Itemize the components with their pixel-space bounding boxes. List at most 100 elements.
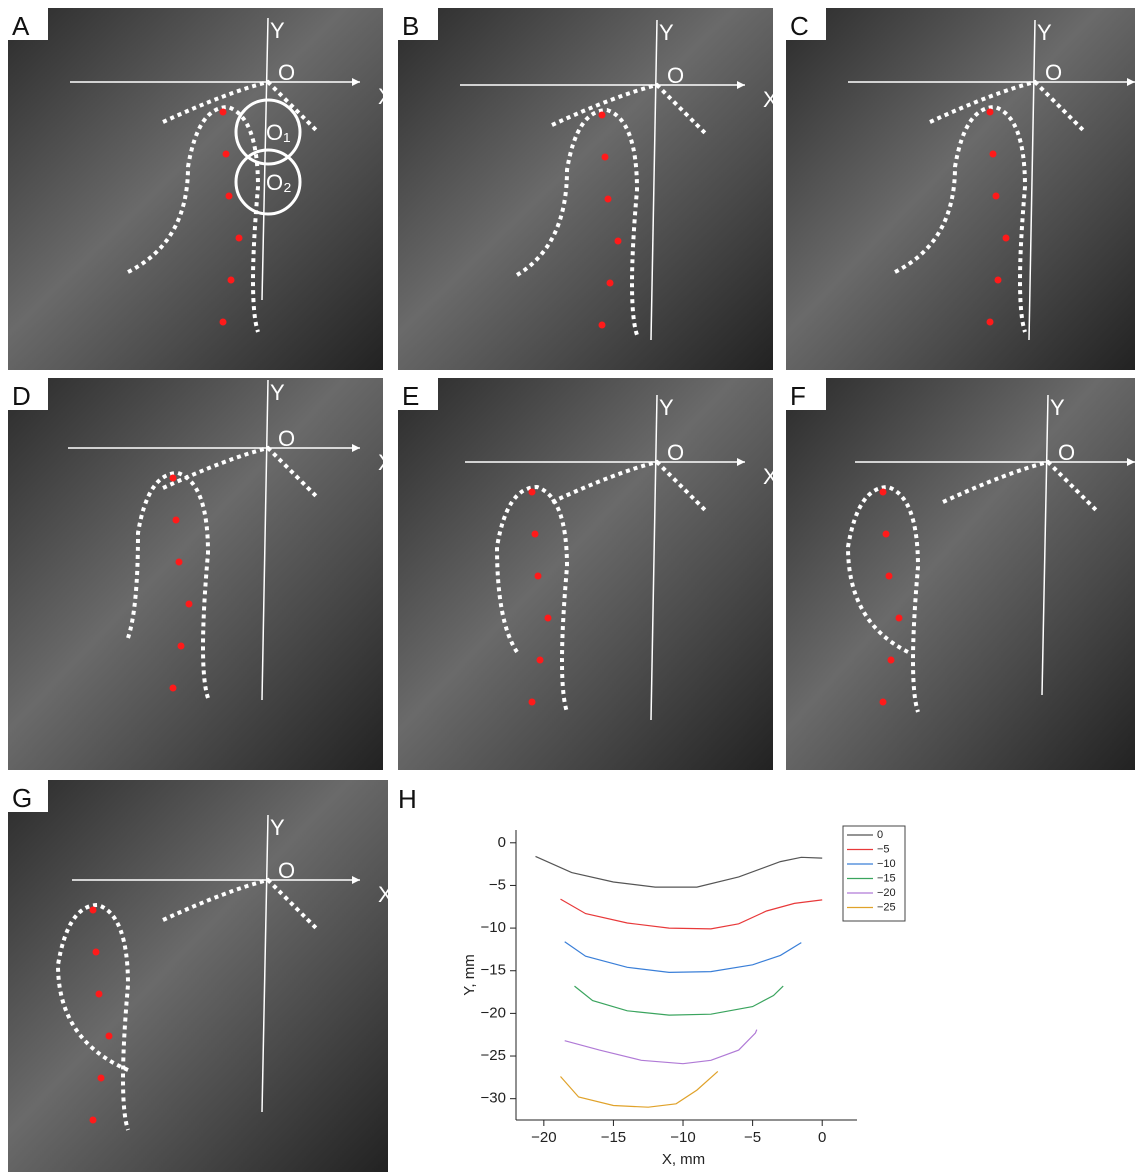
- landmark: [96, 991, 103, 998]
- panel-label: B: [402, 11, 419, 41]
- landmark: [880, 699, 887, 706]
- landmark: [990, 151, 997, 158]
- legend-label: −20: [877, 887, 896, 899]
- landmark: [236, 235, 243, 242]
- axis-y-label: Y: [270, 18, 285, 43]
- axis-x-label: X: [378, 882, 393, 907]
- landmark: [90, 907, 97, 914]
- panel-label: H: [398, 784, 417, 814]
- landmark: [599, 322, 606, 329]
- origin-label: O: [1058, 440, 1075, 465]
- landmark: [529, 489, 536, 496]
- axis-y-label: Y: [270, 815, 285, 840]
- landmark: [545, 615, 552, 622]
- x-tick-label: −5: [744, 1129, 761, 1146]
- x-tick-label: −10: [670, 1129, 695, 1146]
- landmark: [602, 154, 609, 161]
- x-tick-label: 0: [818, 1129, 826, 1146]
- origin-label: O: [278, 426, 295, 451]
- legend-box: [843, 826, 905, 921]
- panel-label: F: [790, 381, 806, 411]
- panel-label: A: [12, 11, 30, 41]
- landmark: [98, 1075, 105, 1082]
- legend-label: 0: [877, 829, 883, 841]
- landmark: [607, 280, 614, 287]
- panel-label: E: [402, 381, 419, 411]
- mri-image: [398, 378, 773, 770]
- axis-y-label: Y: [1050, 395, 1065, 420]
- circle-label: O₂: [266, 170, 292, 195]
- x-tick-label: −15: [601, 1129, 626, 1146]
- x-axis-label: X, mm: [662, 1151, 705, 1168]
- origin-label: O: [278, 60, 295, 85]
- mri-image: [8, 780, 388, 1172]
- landmark: [880, 489, 887, 496]
- axis-y-label: Y: [659, 20, 674, 45]
- y-tick-label: −5: [489, 876, 506, 893]
- axis-x-label: X: [378, 84, 393, 109]
- series-line: [561, 1071, 718, 1107]
- legend-label: −25: [877, 901, 896, 913]
- legend-label: −15: [877, 872, 896, 884]
- axis-x-label: X: [763, 464, 778, 489]
- landmark: [106, 1033, 113, 1040]
- x-tick-label: −20: [531, 1129, 556, 1146]
- landmark: [1003, 235, 1010, 242]
- landmark: [599, 112, 606, 119]
- landmark: [176, 559, 183, 566]
- landmark: [529, 699, 536, 706]
- landmark: [995, 277, 1002, 284]
- landmark: [993, 193, 1000, 200]
- series-line: [565, 942, 802, 973]
- panel-label: C: [790, 11, 809, 41]
- landmark: [170, 475, 177, 482]
- origin-label: O: [667, 63, 684, 88]
- landmark: [220, 319, 227, 326]
- landmark: [186, 601, 193, 608]
- landmark: [170, 685, 177, 692]
- series-line: [536, 856, 823, 887]
- landmark: [93, 949, 100, 956]
- y-tick-label: −30: [481, 1090, 506, 1107]
- y-axis-label: Y, mm: [461, 954, 478, 995]
- landmark: [228, 277, 235, 284]
- panel-label: G: [12, 783, 32, 813]
- landmark: [90, 1117, 97, 1124]
- panel-label: D: [12, 381, 31, 411]
- y-tick-label: −25: [481, 1047, 506, 1064]
- axis-y-label: Y: [270, 380, 285, 405]
- landmark: [883, 531, 890, 538]
- figure: H AYXOO₁O₂BYXOCYXODYXOEYXOFYOGYXO0−5−10−…: [0, 0, 1135, 1172]
- landmark: [987, 109, 994, 116]
- circle-label: O₁: [266, 120, 291, 145]
- axis-y-label: Y: [659, 395, 674, 420]
- series-line: [561, 899, 823, 929]
- landmark: [535, 573, 542, 580]
- axis-x-label: X: [763, 87, 778, 112]
- landmark: [886, 573, 893, 580]
- landmark: [223, 151, 230, 158]
- y-tick-label: −20: [481, 1004, 506, 1021]
- series-line: [565, 1030, 757, 1064]
- origin-label: O: [667, 440, 684, 465]
- axis-x-label: X: [378, 450, 393, 475]
- landmark: [987, 319, 994, 326]
- origin-label: O: [278, 858, 295, 883]
- mri-image: [786, 378, 1135, 770]
- axis-y-label: Y: [1037, 20, 1052, 45]
- landmark: [532, 531, 539, 538]
- y-tick-label: −15: [481, 962, 506, 979]
- landmark: [615, 238, 622, 245]
- series-line: [575, 986, 784, 1015]
- origin-label: O: [1045, 60, 1062, 85]
- landmark: [896, 615, 903, 622]
- landmark: [220, 109, 227, 116]
- mri-image: [8, 8, 383, 370]
- mri-image: [8, 378, 383, 770]
- landmark: [226, 193, 233, 200]
- landmark: [605, 196, 612, 203]
- legend-label: −5: [877, 843, 890, 855]
- landmark: [537, 657, 544, 664]
- landmark: [888, 657, 895, 664]
- y-tick-label: 0: [498, 834, 506, 851]
